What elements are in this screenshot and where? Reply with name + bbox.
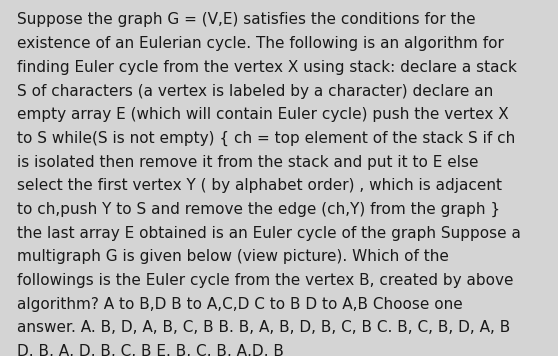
Text: finding Euler cycle from the vertex X using stack: declare a stack: finding Euler cycle from the vertex X us… — [17, 60, 517, 75]
Text: existence of an Eulerian cycle. The following is an algorithm for: existence of an Eulerian cycle. The foll… — [17, 36, 504, 51]
Text: followings is the Euler cycle from the vertex B, created by above: followings is the Euler cycle from the v… — [17, 273, 513, 288]
Text: answer. A. B, D, A, B, C, B B. B, A, B, D, B, C, B C. B, C, B, D, A, B: answer. A. B, D, A, B, C, B B. B, A, B, … — [17, 320, 510, 335]
Text: algorithm? A to B,D B to A,C,D C to B D to A,B Choose one: algorithm? A to B,D B to A,C,D C to B D … — [17, 297, 463, 312]
Text: to S while(S is not empty) { ch = top element of the stack S if ch: to S while(S is not empty) { ch = top el… — [17, 131, 515, 146]
Text: empty array E (which will contain Euler cycle) push the vertex X: empty array E (which will contain Euler … — [17, 107, 508, 122]
Text: S of characters (a vertex is labeled by a character) declare an: S of characters (a vertex is labeled by … — [17, 84, 493, 99]
Text: is isolated then remove it from the stack and put it to E else: is isolated then remove it from the stac… — [17, 155, 478, 169]
Text: D. B, A, D, B, C, B E. B, C, B, A,D, B: D. B, A, D, B, C, B E. B, C, B, A,D, B — [17, 344, 283, 356]
Text: to ch,push Y to S and remove the edge (ch,Y) from the graph }: to ch,push Y to S and remove the edge (c… — [17, 202, 500, 217]
Text: the last array E obtained is an Euler cycle of the graph Suppose a: the last array E obtained is an Euler cy… — [17, 226, 521, 241]
Text: Suppose the graph G = (V,E) satisfies the conditions for the: Suppose the graph G = (V,E) satisfies th… — [17, 12, 475, 27]
Text: multigraph G is given below (view picture). Which of the: multigraph G is given below (view pictur… — [17, 249, 449, 264]
Text: select the first vertex Y ( by alphabet order) , which is adjacent: select the first vertex Y ( by alphabet … — [17, 178, 502, 193]
